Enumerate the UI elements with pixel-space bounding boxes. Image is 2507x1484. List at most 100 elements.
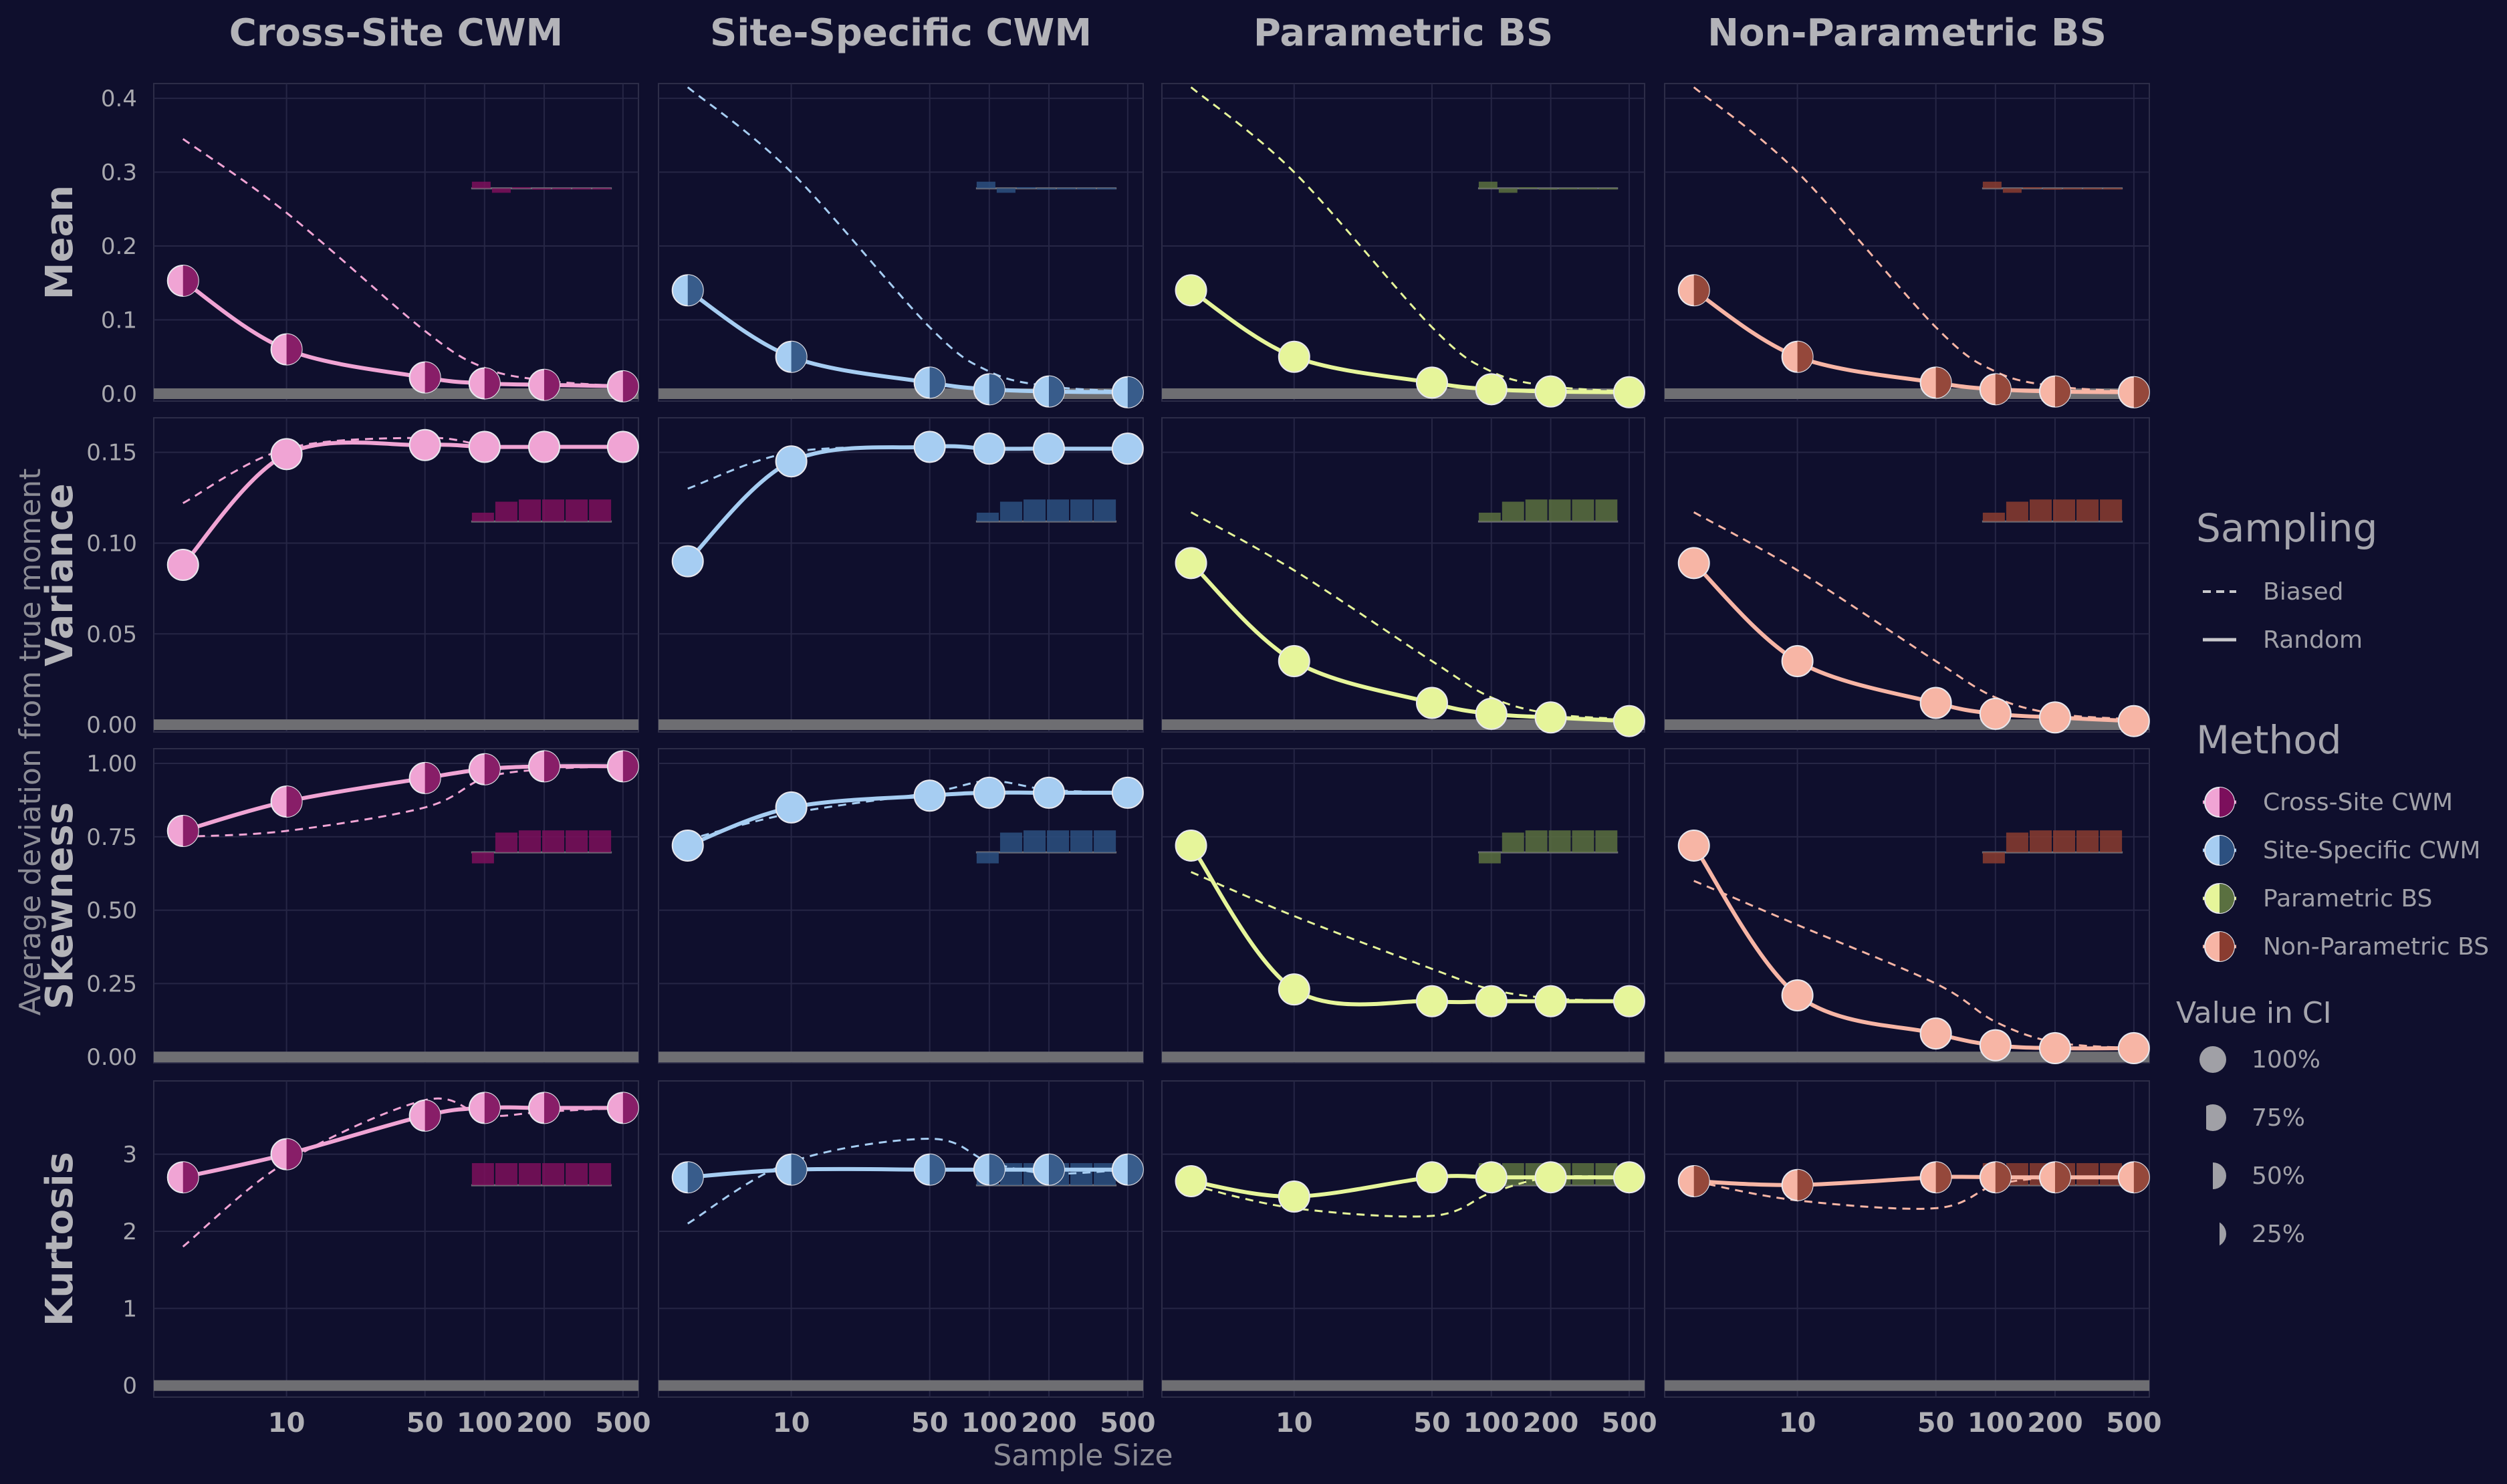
panel-background [1664,417,2150,733]
point-marker [1979,1029,2012,1062]
data-point [1979,1161,2012,1194]
point-marker [913,430,946,463]
row-title: Mean [38,185,82,299]
inset-bar [1572,830,1594,853]
inset-bar [1502,501,1524,522]
inset-bar [976,181,995,189]
panel-variance-site-specific-cwm [658,417,1144,733]
point-marker [671,545,704,578]
legend-ci-mask [2199,1162,2213,1190]
point-ci-shade [425,762,441,793]
x-tick-label: 10 [1276,1408,1313,1439]
inset-bar [1525,499,1548,522]
data-point [1781,645,1814,678]
data-point [1613,376,1645,408]
inset-bar [531,188,552,190]
inset-bar [2022,187,2042,189]
panel-skewness-cross-site-cwm [153,748,639,1064]
inset-bar [996,188,1016,193]
data-point [1175,1164,1207,1197]
x-tick-label: 200 [1523,1408,1579,1439]
point-marker [1613,705,1645,737]
zero-line [659,1052,1143,1063]
legend-ci-item: 25% [2199,1220,2305,1248]
panel-kurtosis-non-parametric-bs [1664,1080,2150,1398]
point-ci-shade [1797,341,1813,372]
inset-bar [2029,499,2052,522]
inset-bar [471,512,494,522]
point-marker [1534,701,1567,734]
data-point [1111,776,1144,809]
point-ci-shade [989,1154,1005,1185]
data-point [1534,1161,1567,1194]
data-point [1677,274,1710,307]
data-point [1919,366,1952,399]
data-point [2038,1032,2071,1065]
point-marker [1613,985,1645,1017]
data-point [468,430,501,463]
column-title: Non-Parametric BS [1707,11,2107,55]
point-marker [1175,274,1207,307]
inset-bar [1982,181,2002,189]
zero-line [1162,1052,1645,1063]
point-ci-shade [2133,1162,2149,1193]
zero-line [154,1052,638,1063]
inset-bar [471,181,491,189]
inset-bar [495,501,517,522]
legend-method-label: Site-Specific CWM [2263,837,2480,864]
legend-ci-mask [2199,1104,2206,1132]
point-marker [1475,373,1508,406]
point-marker [1979,697,2012,730]
data-point [2117,1161,2150,1194]
biased-line [1693,511,2134,721]
zero-line [1162,1380,1645,1391]
y-tick-label: 0.3 [101,160,137,187]
data-point [1475,1161,1508,1194]
legend-method-label: Parametric BS [2263,885,2432,912]
inset-bar [518,1162,541,1186]
x-tick-label: 10 [268,1408,306,1439]
inset-bar [2029,830,2052,853]
point-ci-shade [286,786,302,818]
data-point [671,274,704,307]
data-point [1278,340,1310,373]
panel-background [1161,83,1645,402]
inset-bar [1016,187,1036,189]
y-tick-label: 0.2 [101,233,137,260]
data-point [1781,340,1814,373]
zero-line [659,719,1143,731]
biased-line [183,765,623,838]
point-marker [1677,829,1710,862]
inset-bar [1047,499,1070,522]
point-ci-shade [622,1092,638,1124]
point-marker [2117,1032,2150,1065]
data-point [1111,376,1144,408]
data-point [1677,547,1710,580]
y-tick-label: 1.00 [86,751,137,777]
inset-bar [2076,499,2099,522]
data-point [408,361,441,394]
legend-ci-item: 75% [2199,1104,2305,1132]
inset-bar [1525,830,1548,853]
point-ci-shade [1127,376,1143,408]
point-marker [1415,985,1448,1017]
inset-bar [2006,832,2028,853]
inset-bar [1572,1162,1594,1186]
inset-bar [1077,188,1096,190]
inset-bar [1036,188,1056,190]
inset-bar [2100,499,2123,522]
data-point [1613,1161,1645,1194]
data-point [1032,375,1065,408]
point-marker [2117,705,2150,737]
point-ci-shade [687,1162,703,1193]
point-marker [973,432,1005,465]
inset-bar [2076,830,2099,853]
y-tick-label: 0.00 [86,1044,137,1071]
data-point [606,430,639,463]
panel-background [1161,1080,1645,1398]
data-point [1677,829,1710,862]
x-tick-label: 200 [2027,1408,2083,1439]
zero-line [1162,719,1645,731]
inset-bar [1070,830,1093,853]
data-point [913,779,946,812]
